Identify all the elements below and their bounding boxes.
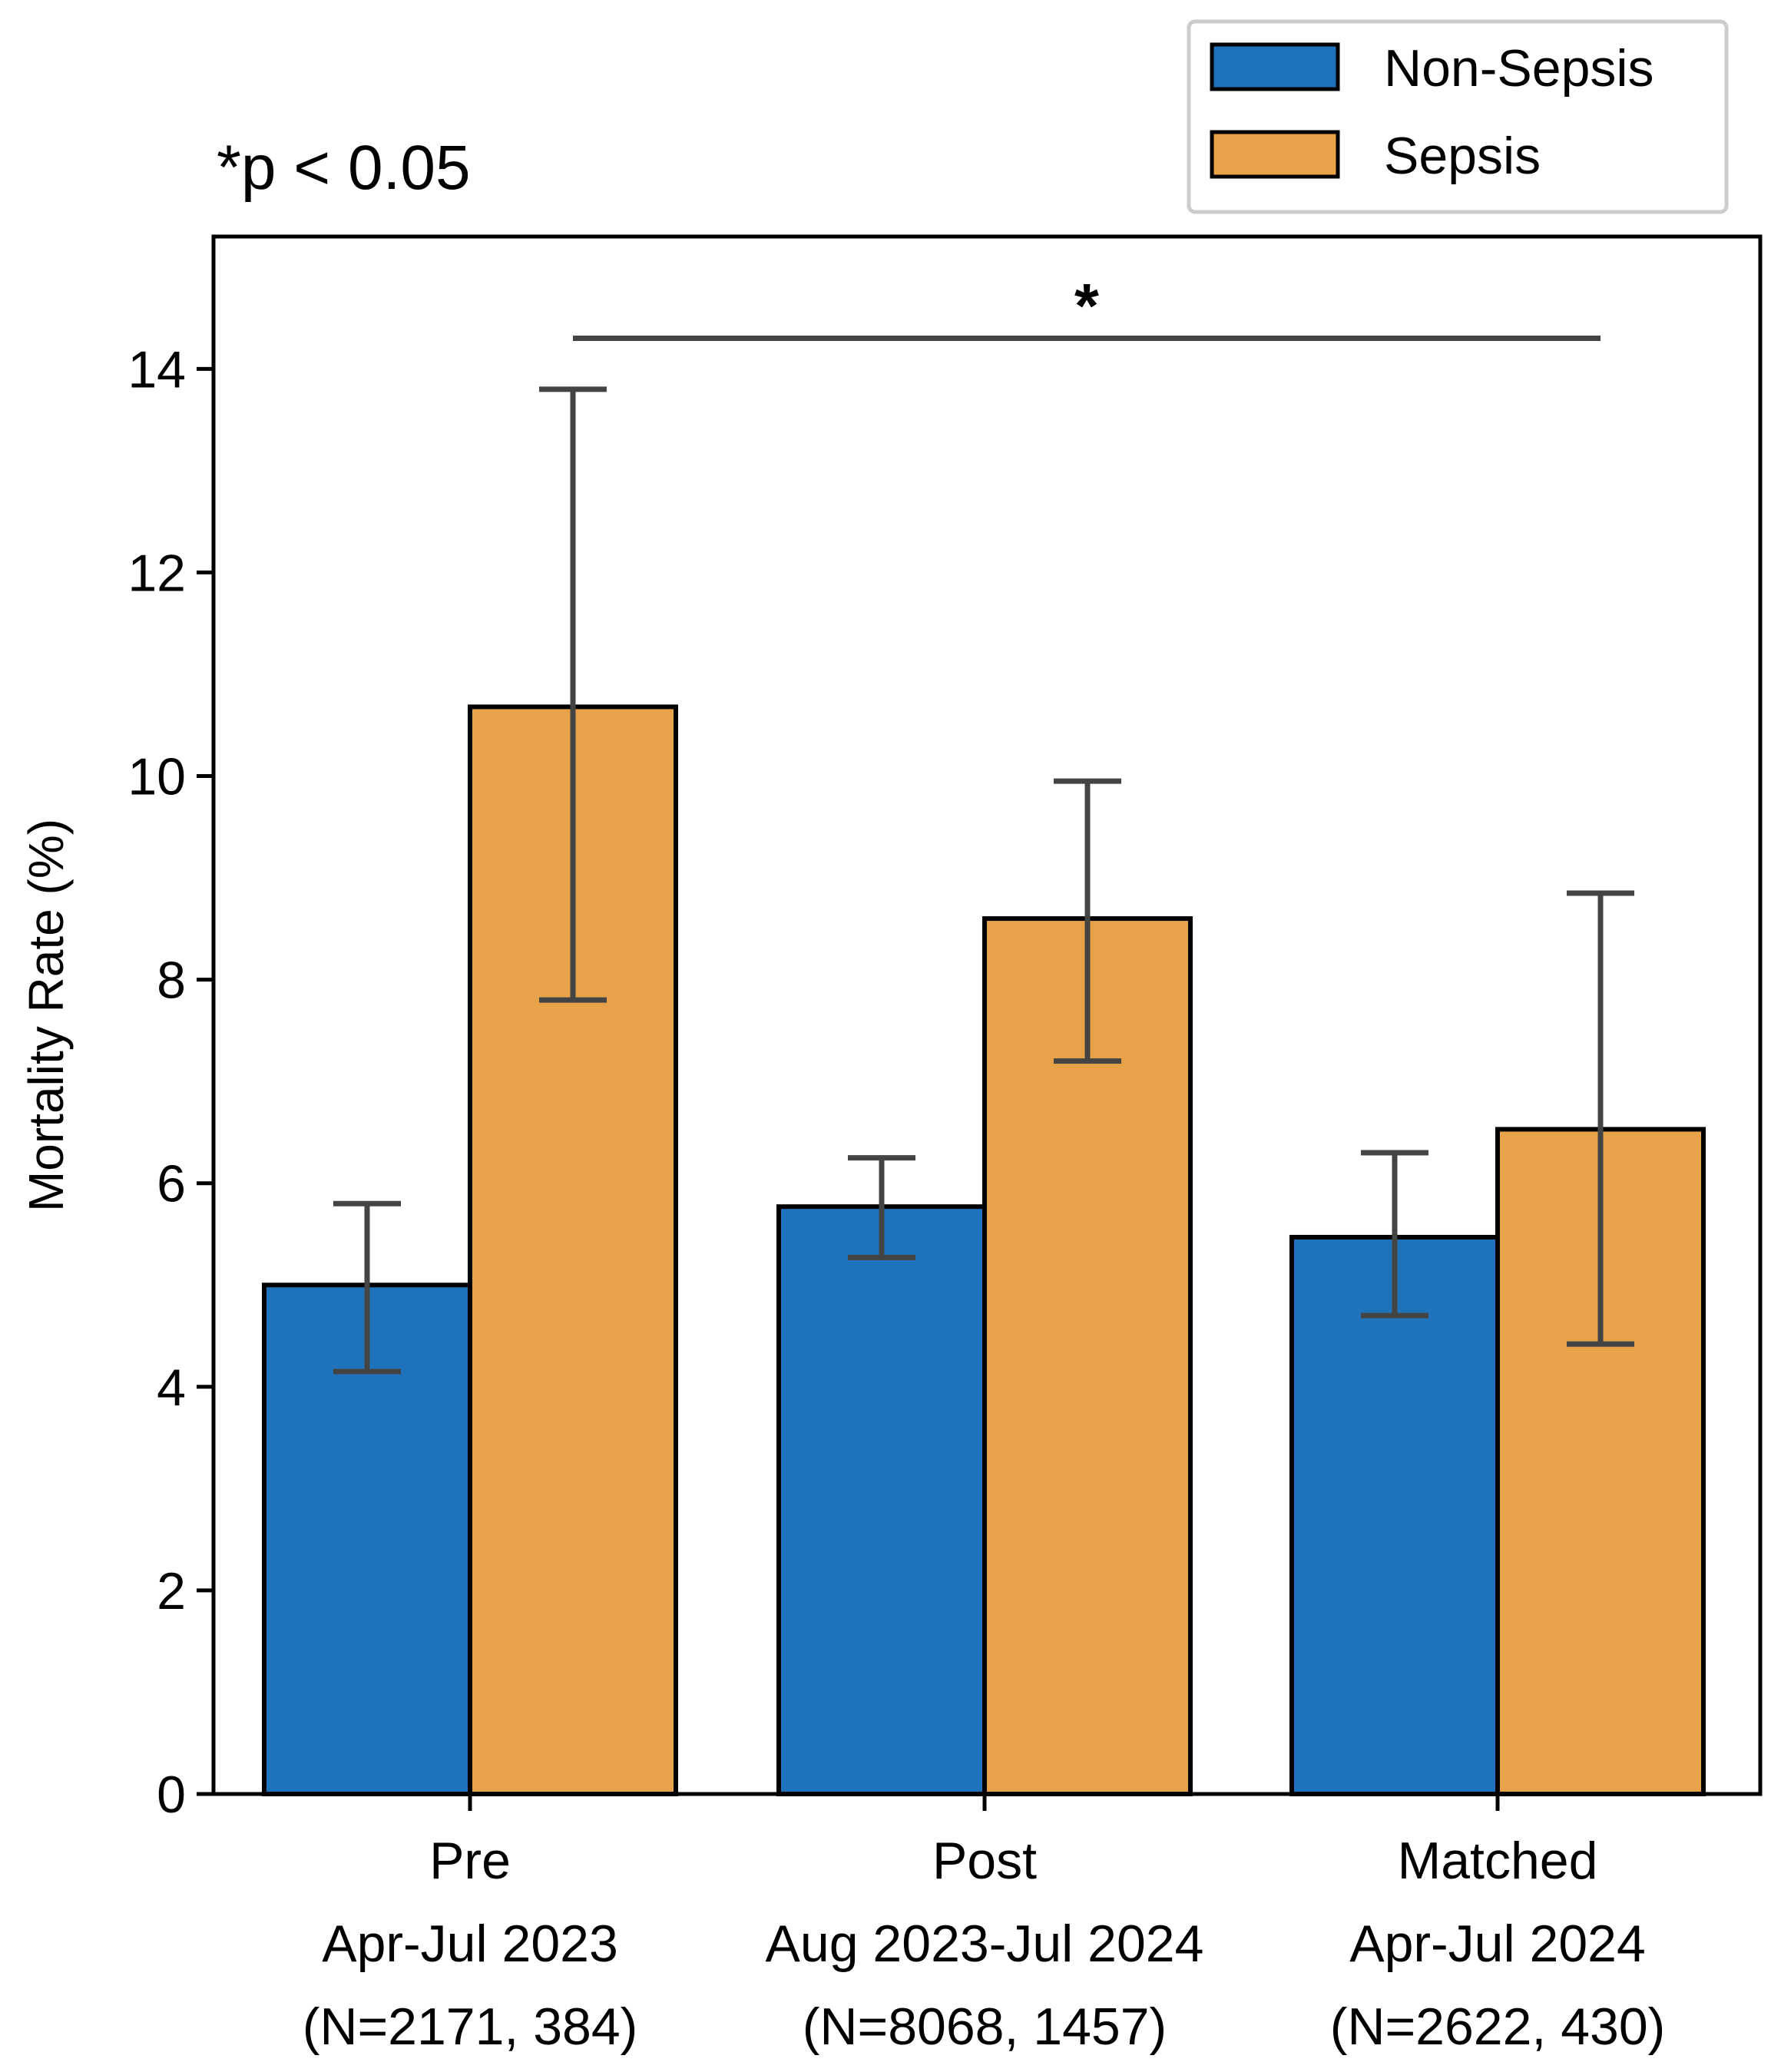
y-axis: 0 2 4 6 8 10 12 14 [127, 340, 214, 1824]
error-bar-non-sepsis-0 [333, 1200, 401, 1375]
error-bar-sepsis-2 [1567, 890, 1634, 1347]
y-tick-label: 4 [157, 1359, 186, 1417]
y-tick-label: 12 [127, 544, 186, 602]
y-tick-label: 10 [127, 748, 186, 806]
plot-frame [211, 234, 1763, 1796]
legend: Non-Sepsis Sepsis [1187, 19, 1729, 214]
error-bar-non-sepsis-1 [848, 1155, 915, 1260]
x-category-label-line: Matched [1398, 1832, 1598, 1890]
x-category-label-line: (N=2622, 430) [1330, 1998, 1666, 2056]
bar-non-sepsis-2 [1289, 1234, 1500, 1797]
x-category-label-line: (N=8068, 1457) [803, 1998, 1167, 2056]
error-bar-sepsis-1 [1054, 778, 1121, 1064]
significance-layer: * [573, 272, 1601, 342]
y-tick-label: 6 [157, 1155, 186, 1213]
x-axis: Pre Apr-Jul 2023 (N=2171, 384) Post Aug 2023… [303, 1794, 1666, 2056]
x-category-label-line: Pre [429, 1832, 511, 1890]
y-tick-label: 8 [157, 952, 186, 1010]
bar-non-sepsis-1 [776, 1204, 987, 1796]
error-bars-layer [333, 386, 1634, 1375]
legend-swatch-non-sepsis [1210, 42, 1340, 91]
y-tick-label: 14 [127, 340, 186, 399]
x-category-label-line: Apr-Jul 2023 [322, 1915, 618, 1973]
bars-layer [262, 704, 1706, 1797]
error-bar-non-sepsis-2 [1361, 1150, 1428, 1319]
significance-star: * [1074, 272, 1099, 342]
legend-label-non-sepsis: Non-Sepsis [1384, 39, 1654, 98]
legend-swatch-sepsis [1210, 130, 1340, 179]
y-tick-label: 2 [157, 1562, 186, 1620]
x-category-label-line: Apr-Jul 2024 [1349, 1915, 1646, 1973]
error-bar-sepsis-0 [539, 386, 607, 1003]
x-category-label-line: Aug 2023-Jul 2024 [766, 1915, 1204, 1973]
legend-label-sepsis: Sepsis [1384, 127, 1541, 185]
x-category-label-line: (N=2171, 384) [303, 1998, 638, 2056]
y-tick-label: 0 [157, 1766, 186, 1824]
p-value-note: *p < 0.05 [217, 133, 471, 203]
y-axis-label: Mortality Rate (%) [18, 819, 74, 1212]
x-category-label-line: Post [932, 1832, 1037, 1890]
